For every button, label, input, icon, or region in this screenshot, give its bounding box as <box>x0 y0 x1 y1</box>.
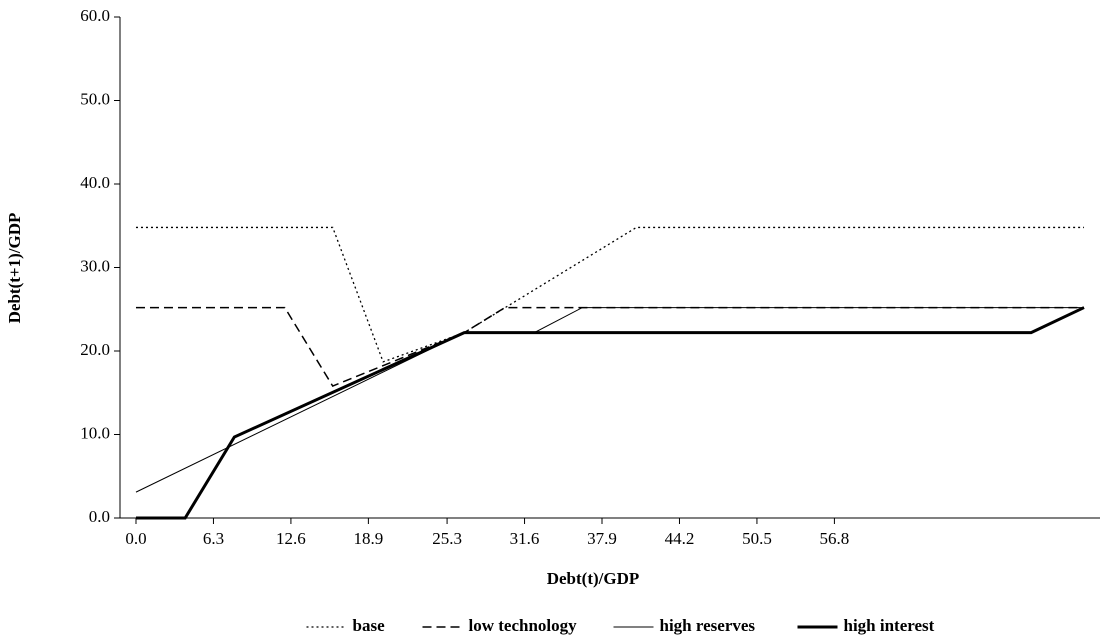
y-tick-label: 60.0 <box>80 6 110 25</box>
y-axis-title: Debt(t+1)/GDP <box>5 213 24 324</box>
legend-label: base <box>353 616 386 635</box>
x-tick-label: 37.9 <box>587 529 617 548</box>
x-tick-label: 0.0 <box>125 529 146 548</box>
y-tick-label: 40.0 <box>80 173 110 192</box>
series-line <box>135 307 1085 493</box>
x-tick-label: 50.5 <box>742 529 772 548</box>
y-tick-label: 50.0 <box>80 89 110 108</box>
series-line <box>135 306 1085 388</box>
y-tick-label: 10.0 <box>80 423 110 442</box>
series-line <box>135 306 1085 520</box>
x-axis-title: Debt(t)/GDP <box>547 569 640 588</box>
x-tick-label: 18.9 <box>354 529 384 548</box>
legend-label: high interest <box>844 616 935 635</box>
y-tick-label: 20.0 <box>80 340 110 359</box>
series-line <box>135 226 1085 363</box>
y-tick-label: 0.0 <box>89 507 110 526</box>
y-tick-label: 30.0 <box>80 256 110 275</box>
legend-label: low technology <box>469 616 578 635</box>
x-tick-label: 56.8 <box>820 529 850 548</box>
x-tick-label: 6.3 <box>203 529 224 548</box>
x-tick-label: 12.6 <box>276 529 306 548</box>
x-tick-label: 44.2 <box>665 529 695 548</box>
x-tick-label: 25.3 <box>432 529 462 548</box>
x-tick-label: 31.6 <box>510 529 540 548</box>
legend-label: high reserves <box>660 616 756 635</box>
